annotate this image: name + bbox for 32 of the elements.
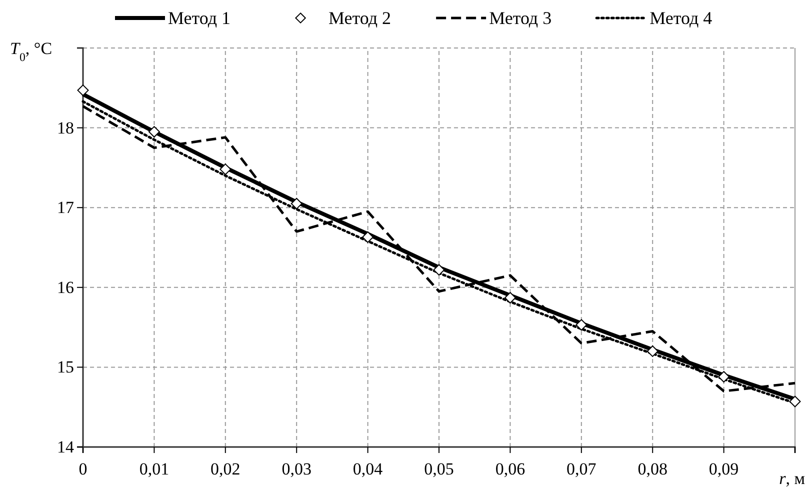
x-tick-label: 0,06	[495, 460, 526, 479]
point	[148, 126, 160, 138]
y-tick-label: 16	[57, 278, 74, 297]
legend-label: Метод 2	[328, 8, 392, 28]
y-tick-label: 18	[57, 118, 74, 138]
x-tick-label: 0,09	[708, 460, 739, 479]
point	[220, 164, 232, 176]
legend-label: Метод 1	[168, 8, 231, 28]
y-tick-label: 15	[57, 358, 74, 377]
y-axis-title: T$_{0}$, °C	[10, 39, 52, 64]
y-tick-label: 17	[57, 198, 74, 218]
point	[504, 292, 516, 304]
x-tick-label: 0,08	[638, 460, 668, 479]
x-tick-label: 0,01	[139, 460, 170, 479]
x-tick-label: 0	[78, 460, 88, 479]
x-tick-label: 0,03	[282, 460, 312, 479]
point	[433, 264, 445, 276]
point	[718, 371, 730, 383]
y-tick-label: 14	[57, 437, 74, 456]
legend-label: Метод 4	[650, 8, 712, 28]
x-tick-label: 0,02	[210, 460, 240, 479]
point	[362, 231, 374, 243]
point	[789, 396, 801, 408]
x-axis-title: r, м	[779, 469, 806, 488]
legend-label: Метод 3	[489, 8, 552, 28]
point	[77, 84, 89, 96]
x-tick-label: 0,07	[566, 460, 597, 479]
x-tick-label: 0,04	[352, 460, 384, 479]
point	[290, 198, 302, 210]
x-tick-label: 0,05	[424, 460, 454, 479]
point	[576, 319, 588, 331]
point	[646, 346, 658, 357]
